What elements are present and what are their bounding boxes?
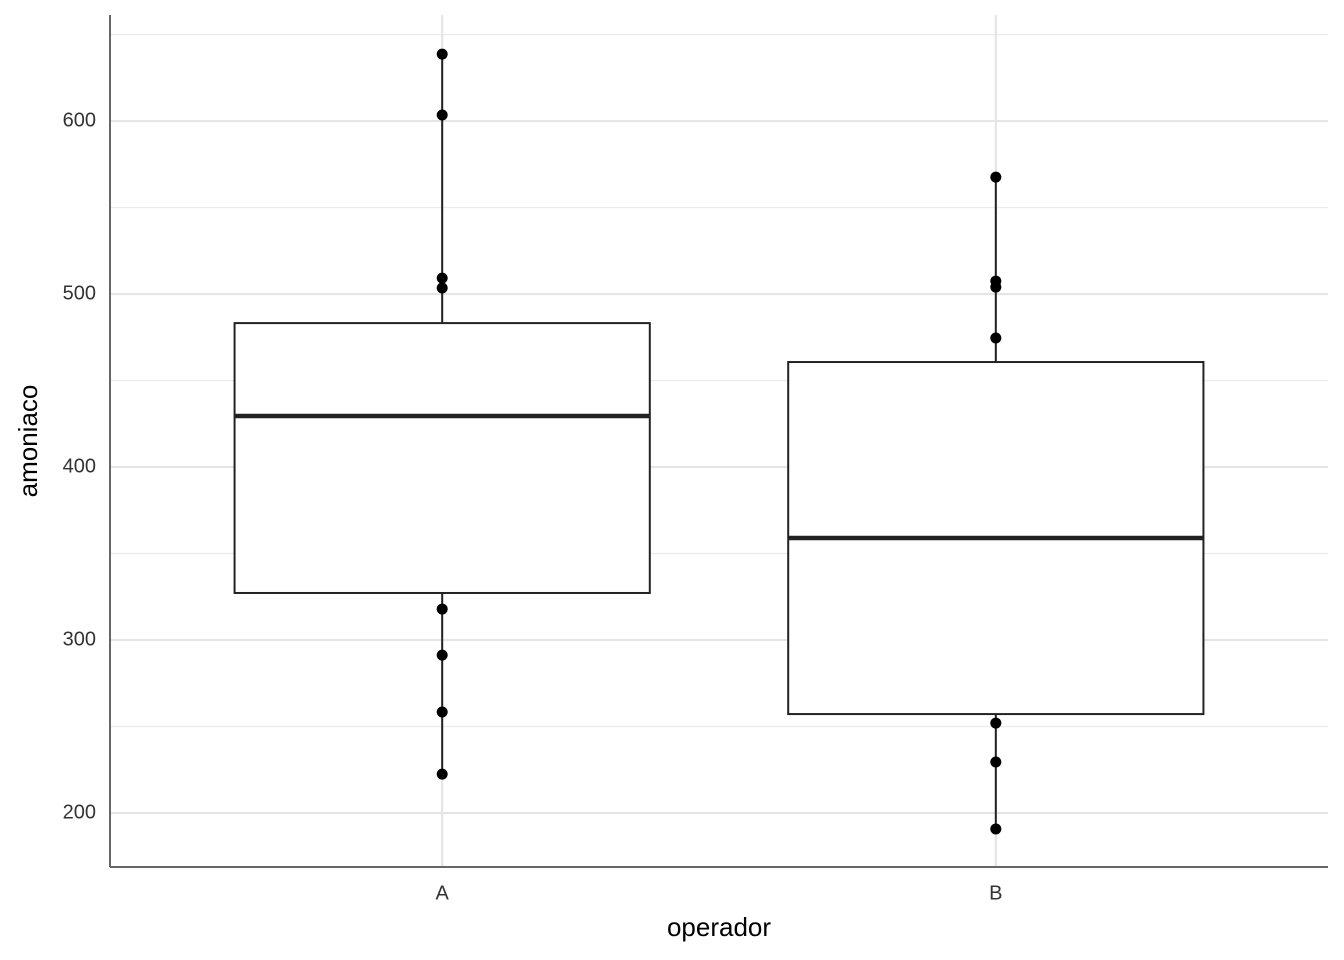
point xyxy=(990,717,1002,729)
y-axis-title: amoniaco xyxy=(13,385,43,498)
point xyxy=(436,272,448,284)
point xyxy=(436,282,448,294)
x-tick-label: B xyxy=(989,882,1002,904)
x-tick-label: A xyxy=(436,882,450,904)
x-axis-title: operador xyxy=(667,912,771,942)
point xyxy=(436,603,448,615)
point xyxy=(436,48,448,60)
point xyxy=(990,171,1002,183)
point xyxy=(990,332,1002,344)
point xyxy=(990,823,1002,835)
y-tick-label: 300 xyxy=(63,628,96,650)
point xyxy=(990,756,1002,768)
box xyxy=(233,322,651,594)
y-tick-label: 600 xyxy=(63,109,96,131)
y-tick-label: 500 xyxy=(63,282,96,304)
point xyxy=(990,281,1002,293)
point xyxy=(436,768,448,780)
point xyxy=(436,109,448,121)
point xyxy=(436,649,448,661)
y-tick-label: 400 xyxy=(63,455,96,477)
y-tick-label: 200 xyxy=(63,801,96,823)
point xyxy=(436,706,448,718)
